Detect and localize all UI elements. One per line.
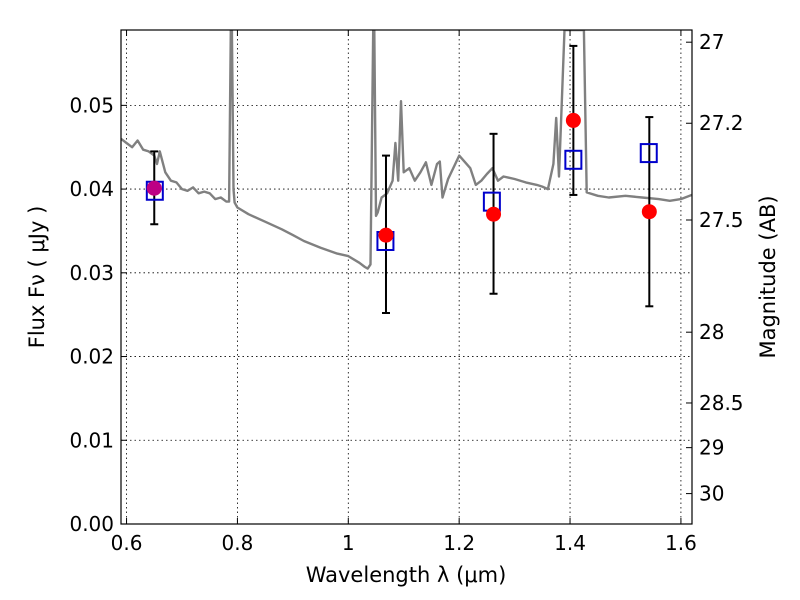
plot-frame: [120, 29, 693, 525]
observed-point: [486, 206, 502, 222]
y2-tick-label: 28: [699, 320, 724, 344]
observed-point: [641, 204, 657, 220]
y-tick-label: 0.05: [69, 93, 114, 117]
y-tick-label: 0.04: [69, 177, 114, 201]
y2-axis-label: Magnitude (AB): [756, 195, 780, 358]
x-axis-label: Wavelength λ (μm): [306, 563, 507, 587]
y2-tick-label: 27: [699, 30, 724, 54]
model-point: [564, 149, 583, 170]
y-tick-label: 0.00: [69, 512, 114, 536]
x-tick-label: 1.2: [443, 531, 475, 555]
observed-point: [565, 112, 581, 128]
x-tick-label: 0.6: [111, 531, 143, 555]
model-spectrum-line: [121, 30, 692, 270]
grid: [121, 30, 692, 524]
y-tick-label: 0.02: [69, 345, 114, 369]
axis-ticks: 0.6 0.8 1 1.2 1.4 1.6 0.00 0.01 0.02 0.03 0.04 0.05…: [69, 30, 744, 555]
model-points: [145, 143, 658, 251]
x-tick-label: 1: [342, 531, 355, 555]
observed-point-overlap: [146, 180, 162, 196]
y-axis-label: Flux Fν ( μJy ): [25, 206, 49, 349]
x-tick-label: 1.4: [554, 531, 586, 555]
y2-tick-label: 29: [699, 436, 724, 460]
y2-tick-label: 28.5: [699, 391, 744, 415]
y2-tick-label: 27.5: [699, 208, 744, 232]
x-tick-label: 1.6: [665, 531, 697, 555]
y-tick-label: 0.03: [69, 261, 114, 285]
observed-point: [378, 227, 394, 243]
model-point: [639, 143, 658, 164]
spectrum-layer: [121, 30, 692, 270]
x-tick-label: 0.8: [222, 531, 254, 555]
y-tick-label: 0.01: [69, 428, 114, 452]
y2-tick-label: 30: [699, 482, 724, 506]
observed-points: [146, 112, 657, 243]
y2-tick-label: 27.2: [699, 111, 744, 135]
